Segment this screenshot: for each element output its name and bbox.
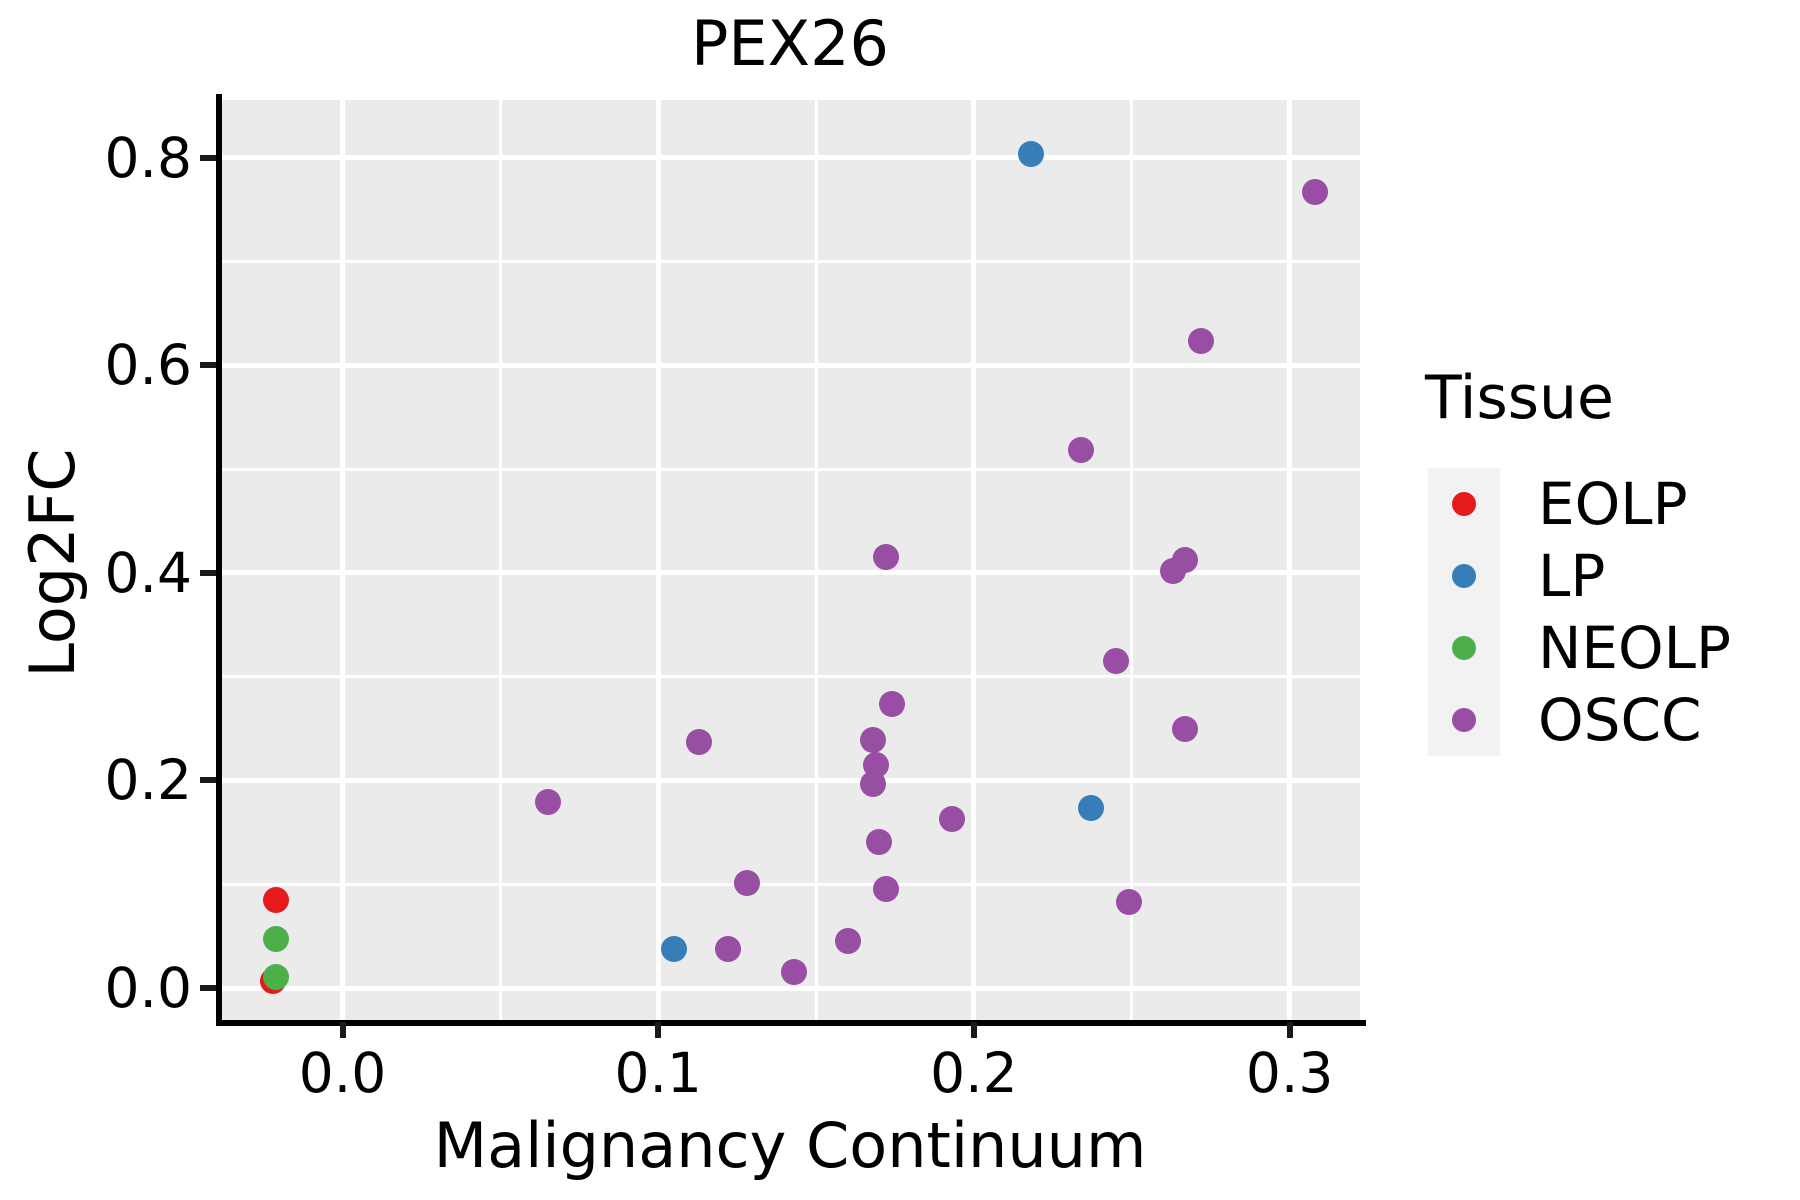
gridline-y-minor xyxy=(222,467,1360,471)
data-point-NEOLP xyxy=(263,963,290,990)
y-axis-tick xyxy=(200,362,216,369)
x-axis-tick xyxy=(655,1022,662,1038)
data-point-EOLP xyxy=(263,886,290,913)
data-point-OSCC xyxy=(1301,178,1328,205)
data-point-OSCC xyxy=(1188,328,1215,355)
legend-label-OSCC: OSCC xyxy=(1538,686,1702,754)
gridline-y-major xyxy=(222,155,1360,161)
data-point-LP xyxy=(1017,141,1044,168)
data-point-OSCC xyxy=(859,726,886,753)
gridline-y-minor xyxy=(222,259,1360,263)
legend-title: Tissue xyxy=(1425,363,1614,433)
data-point-OSCC xyxy=(733,870,760,897)
gridline-y-major xyxy=(222,985,1360,991)
y-axis-line xyxy=(216,94,222,1026)
y-tick-label: 0.0 xyxy=(104,956,192,1020)
y-axis-tick xyxy=(200,154,216,161)
gridline-x-minor xyxy=(814,100,818,1020)
plot-panel xyxy=(222,100,1360,1020)
data-point-NEOLP xyxy=(263,926,290,953)
y-tick-label: 0.4 xyxy=(104,540,192,605)
x-tick-label: 0.1 xyxy=(614,1041,702,1105)
legend-label-LP: LP xyxy=(1538,542,1606,610)
data-point-OSCC xyxy=(1115,888,1142,915)
gridline-y-major xyxy=(222,570,1360,576)
legend-dot-LP xyxy=(1452,564,1476,588)
legend-key-LP xyxy=(1428,540,1500,612)
data-point-OSCC xyxy=(780,959,807,986)
x-axis-tick xyxy=(970,1022,977,1038)
legend-dot-OSCC xyxy=(1452,708,1476,732)
y-tick-label: 0.8 xyxy=(104,125,192,190)
gridline-x-major xyxy=(655,100,661,1020)
data-point-LP xyxy=(1077,795,1104,822)
data-point-OSCC xyxy=(872,876,899,903)
data-point-OSCC xyxy=(878,690,905,717)
gridline-y-minor xyxy=(222,882,1360,886)
data-point-OSCC xyxy=(686,728,713,755)
legend-key-NEOLP xyxy=(1428,612,1500,684)
plot-title: PEX26 xyxy=(691,7,889,80)
x-tick-label: 0.0 xyxy=(298,1041,387,1105)
gridline-y-minor xyxy=(222,675,1360,679)
data-point-OSCC xyxy=(938,805,965,832)
data-point-OSCC xyxy=(1172,547,1199,574)
legend-dot-NEOLP xyxy=(1452,636,1476,660)
x-tick-label: 0.2 xyxy=(930,1041,1018,1105)
data-point-OSCC xyxy=(1172,715,1199,742)
data-point-OSCC xyxy=(859,770,886,797)
data-point-OSCC xyxy=(834,928,861,955)
x-tick-label: 0.3 xyxy=(1245,1041,1334,1105)
y-axis-tick xyxy=(200,569,216,576)
data-point-OSCC xyxy=(1068,437,1095,464)
gridline-x-minor xyxy=(1130,100,1134,1020)
x-axis-title: Malignancy Continuum xyxy=(433,1109,1147,1182)
data-point-OSCC xyxy=(1102,648,1129,675)
legend-label-NEOLP: NEOLP xyxy=(1538,614,1731,682)
legend-key-OSCC xyxy=(1428,684,1500,756)
x-axis-tick xyxy=(339,1022,346,1038)
gridline-x-major xyxy=(1287,100,1293,1020)
y-axis-tick xyxy=(200,985,216,991)
legend-key-EOLP xyxy=(1428,468,1500,540)
data-point-OSCC xyxy=(872,544,899,571)
data-point-OSCC xyxy=(714,935,741,962)
legend-label-EOLP: EOLP xyxy=(1538,470,1688,538)
x-axis-line xyxy=(216,1020,1366,1026)
y-tick-label: 0.6 xyxy=(104,333,192,398)
gridline-x-major xyxy=(971,100,977,1020)
gridline-x-major xyxy=(340,100,345,1020)
data-point-OSCC xyxy=(866,828,893,855)
data-point-OSCC xyxy=(534,789,561,816)
gridline-y-major xyxy=(222,362,1360,368)
y-axis-tick xyxy=(200,777,216,784)
gridline-y-major xyxy=(222,777,1360,783)
gridline-x-minor xyxy=(498,100,502,1020)
legend-dot-EOLP xyxy=(1452,492,1476,516)
y-tick-label: 0.2 xyxy=(104,748,192,813)
data-point-LP xyxy=(660,935,687,962)
x-axis-tick xyxy=(1286,1022,1293,1038)
